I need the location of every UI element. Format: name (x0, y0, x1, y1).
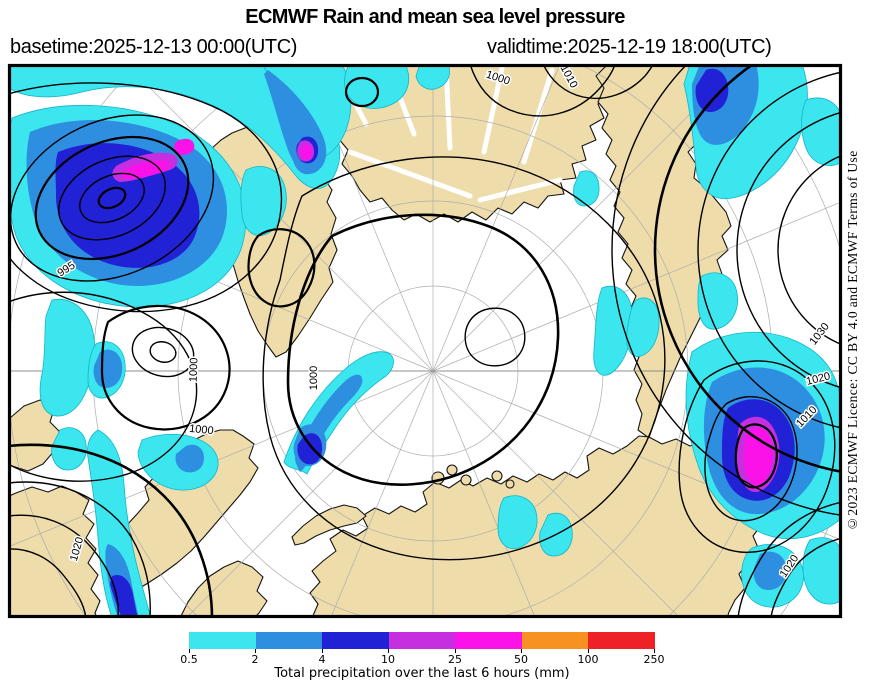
land-arctic-island (505, 479, 515, 489)
colorbar-tick (322, 649, 323, 653)
precipitation-colorbar: 0.5 2 4 10 25 50 100 250 Total precipita… (180, 632, 665, 680)
map-border (7, 63, 843, 619)
colorbar-segment (189, 632, 256, 649)
colorbar-tick (521, 649, 522, 653)
land-finland-russia (179, 560, 268, 618)
colorbar-tick-label: 4 (318, 653, 326, 666)
colorbar-tick-label: 100 (577, 653, 599, 666)
colorbar-tick (255, 649, 256, 653)
colorbar-segment (322, 632, 389, 649)
land-europe (8, 485, 101, 618)
colorbar-tick-label: 50 (514, 653, 528, 666)
colorbar-caption: Total precipitation over the last 6 hour… (274, 666, 570, 680)
land-arctic-island (460, 474, 472, 486)
colorbar-segment (588, 632, 656, 649)
validtime-label: validtime:2025-12-19 18:00(UTC) (487, 36, 772, 58)
colorbar-segment (521, 632, 589, 649)
colorbar-tick (388, 649, 389, 653)
colorbar-tick-label: 10 (381, 653, 395, 666)
copyright-notice: ©2023 ECMWF Licence: CC BY 4.0 and ECMWF… (845, 150, 860, 532)
colorbar-tick (189, 649, 190, 653)
land-arctic-island (491, 470, 503, 482)
page-title: ECMWF Rain and mean sea level pressure (245, 6, 625, 28)
isobar-layer (8, 64, 842, 618)
basetime-label: basetime:2025-12-13 00:00(UTC) (10, 36, 298, 58)
isobar-label: 1000 (308, 366, 320, 390)
isobar-label: 1000 (189, 423, 215, 437)
colorbar-swatches (189, 632, 656, 649)
colorbar-tick-label: 25 (448, 653, 462, 666)
colorbar-tick-label: 250 (643, 653, 665, 666)
colorbar-segment (388, 632, 456, 649)
colorbar-tick-label: 0.5 (180, 653, 198, 666)
isobar-label: 1000 (188, 357, 201, 382)
colorbar-segment (455, 632, 522, 649)
colorbar-tick (654, 649, 655, 653)
land-novaya-zemlya (291, 504, 367, 546)
colorbar-tick (588, 649, 589, 653)
colorbar-tick-label: 2 (251, 653, 259, 666)
colorbar-tick (455, 649, 456, 653)
colorbar-segment (255, 632, 323, 649)
land-arctic-island (446, 464, 458, 476)
